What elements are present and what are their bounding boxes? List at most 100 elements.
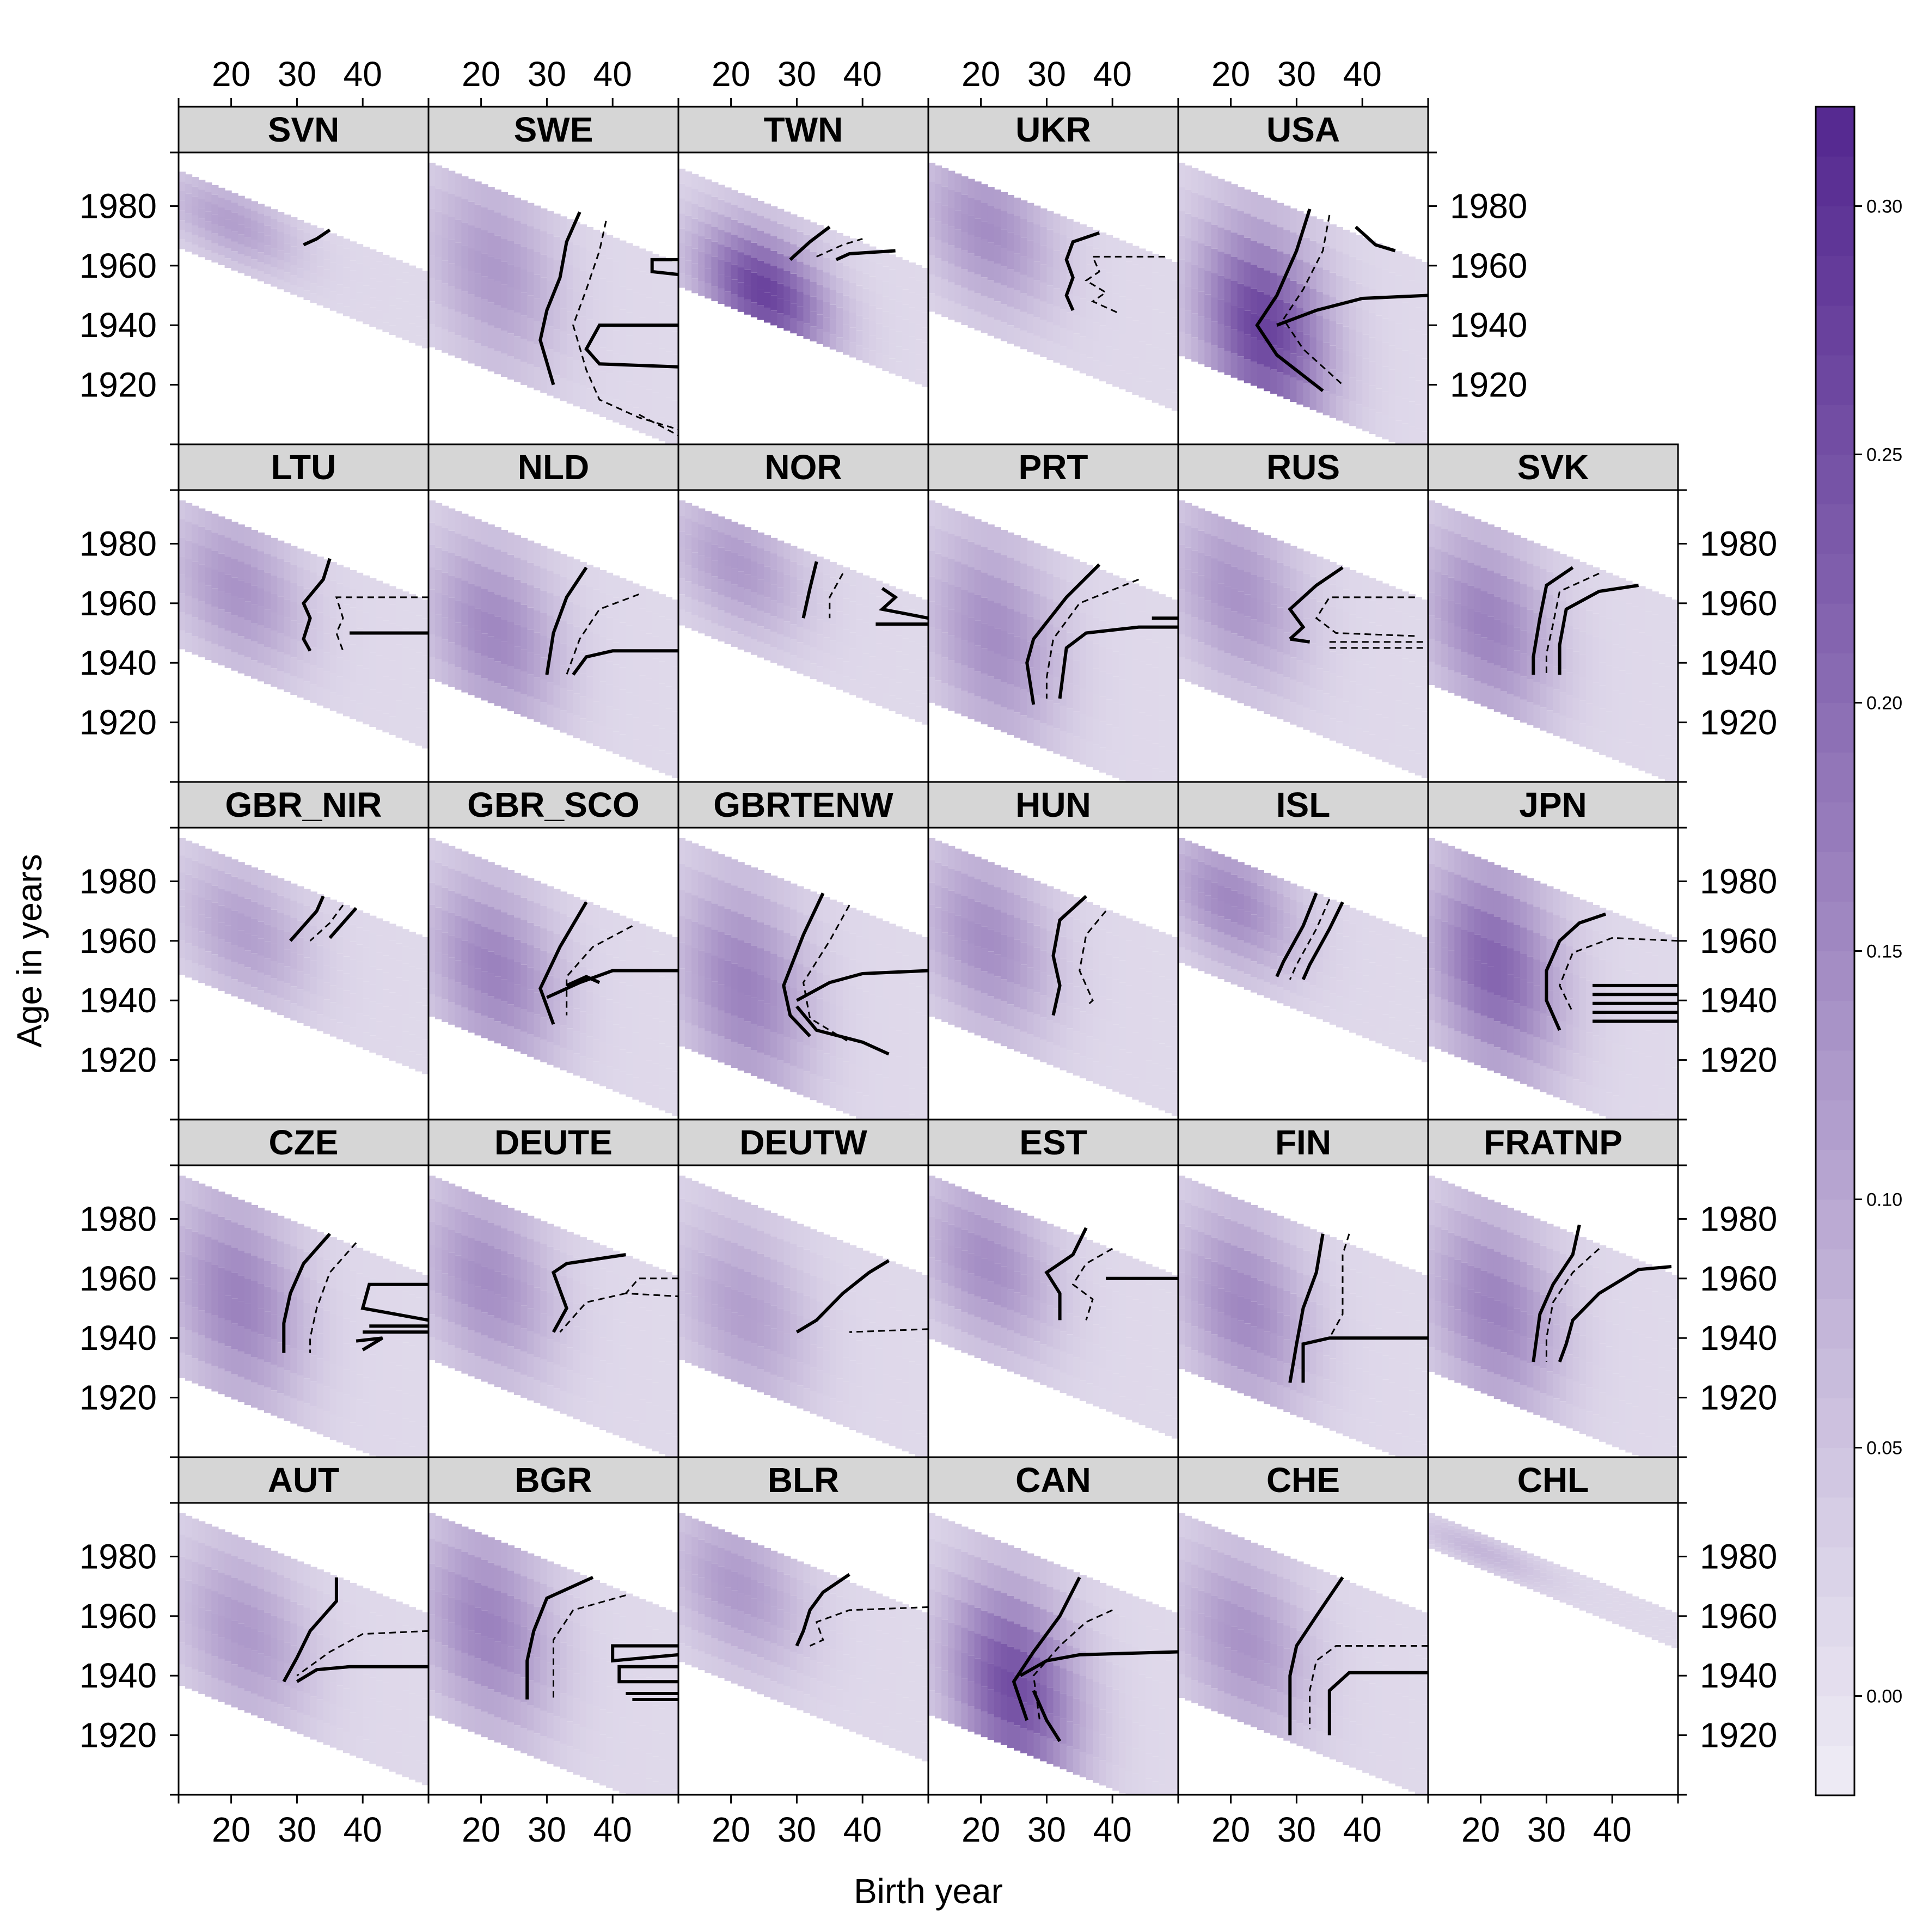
heatmap-cell — [1020, 614, 1027, 639]
heatmap-cell — [790, 608, 797, 624]
heatmap-cell — [1033, 543, 1040, 569]
heatmap-cell — [192, 946, 199, 963]
heatmap-cell — [185, 242, 192, 252]
heatmap-cell — [1132, 265, 1139, 283]
heatmap-cell — [179, 537, 186, 556]
heatmap-cell — [935, 203, 942, 221]
heatmap-cell — [941, 506, 948, 531]
heatmap-cell — [1119, 629, 1126, 655]
heatmap-cell — [277, 981, 284, 998]
heatmap-cell — [1474, 612, 1481, 634]
heatmap-cell — [685, 945, 692, 971]
heatmap-cell — [1033, 280, 1040, 298]
heatmap-cell — [1152, 291, 1159, 310]
heatmap-cell — [501, 597, 508, 619]
heatmap-cell — [369, 967, 376, 984]
heatmap-cell — [415, 326, 422, 336]
heatmap-cell — [751, 243, 758, 258]
heatmap-cell — [363, 276, 370, 285]
heatmap-cell — [619, 402, 626, 425]
heatmap-cell — [448, 171, 455, 194]
heatmap-cell — [1046, 726, 1054, 751]
heatmap-cell — [1067, 607, 1074, 633]
heatmap-cell — [1132, 1055, 1139, 1078]
heatmap-cell — [849, 648, 856, 664]
heatmap-cell — [751, 1024, 758, 1050]
heatmap-cell — [968, 617, 975, 643]
heatmap-cell — [1277, 541, 1284, 563]
heatmap-cell — [1375, 1012, 1382, 1028]
heatmap-cell — [198, 546, 205, 564]
heatmap-cell — [1218, 584, 1225, 606]
heatmap-cell — [757, 974, 764, 1000]
heatmap-cell — [593, 567, 600, 590]
heatmap-cell — [817, 651, 824, 667]
heatmap-cell — [783, 1063, 791, 1090]
heatmap-cell — [1178, 612, 1185, 634]
heatmap-cell — [468, 1011, 475, 1033]
heatmap-cell — [764, 535, 771, 551]
heatmap-cell — [317, 257, 324, 267]
heatmap-cell — [1375, 603, 1382, 626]
heatmap-cell — [211, 885, 218, 902]
heatmap-cell — [691, 553, 699, 568]
heatmap-cell — [909, 594, 916, 610]
heatmap-cell — [1001, 555, 1008, 581]
heatmap-cell — [1461, 537, 1468, 560]
heatmap-cell — [882, 947, 889, 973]
heatmap-cell — [192, 206, 199, 216]
heatmap-cell — [691, 1026, 699, 1052]
heatmap-cell — [1020, 1032, 1027, 1054]
heatmap-cell — [244, 208, 252, 218]
heatmap-cell — [678, 243, 685, 258]
heatmap-cell — [1481, 545, 1488, 568]
heatmap-cell — [461, 199, 468, 222]
heatmap-cell — [1606, 573, 1613, 596]
heatmap-cell — [225, 538, 232, 557]
heatmap-cell — [356, 910, 363, 927]
heatmap-cell — [862, 913, 869, 939]
heatmap-cell — [461, 581, 468, 603]
heatmap-cell — [856, 256, 863, 271]
heatmap-cell — [1040, 227, 1047, 246]
heatmap-cell — [725, 203, 732, 217]
heatmap-cell — [567, 1050, 574, 1073]
heatmap-cell — [843, 646, 850, 662]
heatmap-cell — [389, 586, 396, 604]
heatmap-cell — [323, 1017, 330, 1034]
heatmap-cell — [646, 390, 653, 413]
heatmap-cell — [1218, 349, 1225, 372]
heatmap-cell — [468, 876, 475, 898]
heatmap-cell — [1119, 730, 1126, 756]
heatmap-cell — [475, 297, 482, 320]
heatmap-cell — [442, 977, 449, 1000]
heatmap-cell — [402, 591, 409, 610]
heatmap-cell — [988, 601, 995, 626]
heatmap-cell — [1270, 627, 1277, 650]
heatmap-cell — [804, 661, 811, 676]
heatmap-cell — [1264, 270, 1271, 294]
heatmap-cell — [1185, 189, 1192, 213]
heatmap-cell — [810, 616, 817, 632]
heatmap-cell — [935, 680, 942, 706]
heatmap-cell — [968, 567, 975, 592]
heatmap-cell — [1330, 931, 1337, 947]
heatmap-cell — [258, 644, 265, 663]
heatmap-cell — [238, 543, 245, 561]
heatmap-cell — [941, 683, 948, 708]
heatmap-cell — [652, 614, 659, 636]
heatmap-cell — [1369, 931, 1376, 947]
heatmap-cell — [652, 300, 659, 323]
heatmap-cell — [1067, 734, 1074, 760]
heatmap-cell — [402, 1049, 409, 1066]
heatmap-cell — [744, 637, 751, 652]
heatmap-cell — [1014, 940, 1021, 962]
strip-label: USA — [1266, 110, 1340, 149]
heatmap-cell — [1014, 1007, 1021, 1029]
heatmap-cell — [1099, 952, 1106, 975]
heatmap-cell — [678, 610, 685, 626]
heatmap-cell — [1619, 624, 1626, 647]
heatmap-cell — [698, 1002, 705, 1029]
heatmap-cell — [698, 222, 705, 236]
heatmap-cell — [244, 899, 252, 916]
